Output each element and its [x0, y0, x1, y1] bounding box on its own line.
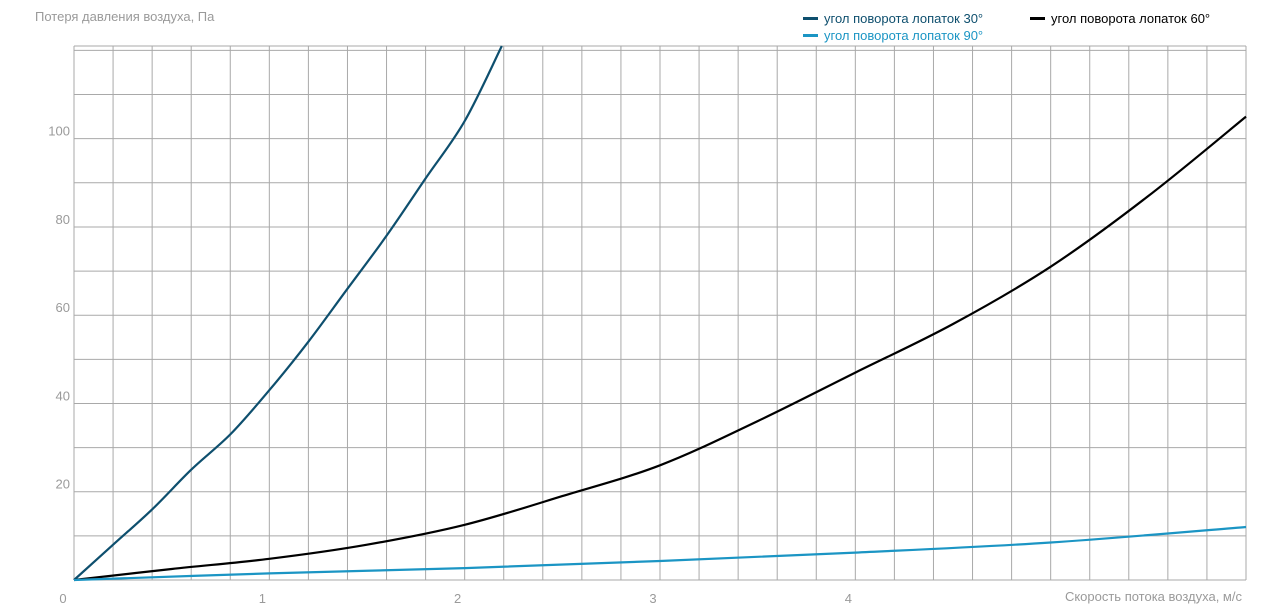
series-line-60: [73, 115, 1247, 582]
legend-item-30: угол поворота лопаток 30°: [803, 11, 983, 26]
x-axis-label: Скорость потока воздуха, м/с: [1064, 589, 1242, 604]
y-axis-label: Потеря давления воздуха, Па: [35, 9, 215, 24]
y-tick-label: 20: [56, 477, 70, 492]
y-tick-label: 80: [56, 212, 70, 227]
x-tick-label: 2: [454, 591, 461, 606]
series-line-30: [73, 45, 503, 581]
x-tick-label: 3: [649, 591, 656, 606]
legend-swatch-90: [803, 34, 818, 37]
x-tick-label: 0: [59, 591, 66, 606]
legend-label-30: угол поворота лопаток 30°: [824, 11, 984, 26]
legend-swatch-30: [803, 17, 818, 20]
legend-item-90: угол поворота лопаток 90°: [803, 28, 983, 43]
legend-item-60: угол поворота лопаток 60°: [1030, 11, 1210, 26]
y-tick-label: 100: [48, 124, 70, 139]
y-tick-label: 40: [56, 388, 70, 403]
y-tick-label: 60: [56, 300, 70, 315]
series-line-90: [73, 525, 1247, 582]
legend-label-90: угол поворота лопаток 90°: [824, 28, 984, 43]
x-tick-label: 1: [259, 591, 266, 606]
legend-swatch-60: [1030, 17, 1045, 20]
chart-ticks: 20 40 60 80 100 0 1 2 3 4: [48, 124, 852, 606]
legend-label-60: угол поворота лопаток 60°: [1051, 11, 1211, 26]
chart-grid: [73, 45, 1247, 581]
x-tick-label: 4: [845, 591, 852, 606]
chart-series: [73, 45, 1247, 582]
